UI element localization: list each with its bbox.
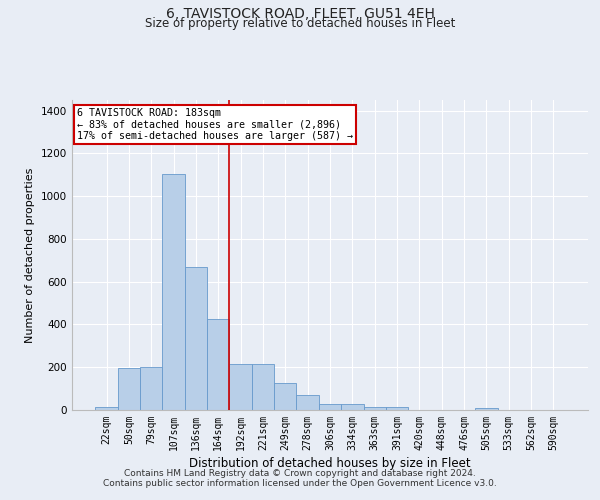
Text: Contains public sector information licensed under the Open Government Licence v3: Contains public sector information licen… bbox=[103, 478, 497, 488]
Bar bbox=[296, 395, 319, 410]
Bar bbox=[95, 407, 118, 410]
Bar bbox=[274, 384, 296, 410]
Bar bbox=[229, 364, 252, 410]
Bar bbox=[185, 267, 207, 410]
Bar bbox=[118, 368, 140, 410]
X-axis label: Distribution of detached houses by size in Fleet: Distribution of detached houses by size … bbox=[189, 457, 471, 470]
Bar bbox=[252, 364, 274, 410]
Bar bbox=[341, 404, 364, 410]
Bar bbox=[140, 367, 163, 410]
Y-axis label: Number of detached properties: Number of detached properties bbox=[25, 168, 35, 342]
Bar bbox=[163, 174, 185, 410]
Text: Size of property relative to detached houses in Fleet: Size of property relative to detached ho… bbox=[145, 18, 455, 30]
Text: Contains HM Land Registry data © Crown copyright and database right 2024.: Contains HM Land Registry data © Crown c… bbox=[124, 468, 476, 477]
Bar bbox=[207, 319, 229, 410]
Text: 6 TAVISTOCK ROAD: 183sqm
← 83% of detached houses are smaller (2,896)
17% of sem: 6 TAVISTOCK ROAD: 183sqm ← 83% of detach… bbox=[77, 108, 353, 141]
Text: 6, TAVISTOCK ROAD, FLEET, GU51 4EH: 6, TAVISTOCK ROAD, FLEET, GU51 4EH bbox=[166, 8, 434, 22]
Bar bbox=[364, 407, 386, 410]
Bar bbox=[386, 408, 408, 410]
Bar bbox=[319, 404, 341, 410]
Bar bbox=[475, 408, 497, 410]
